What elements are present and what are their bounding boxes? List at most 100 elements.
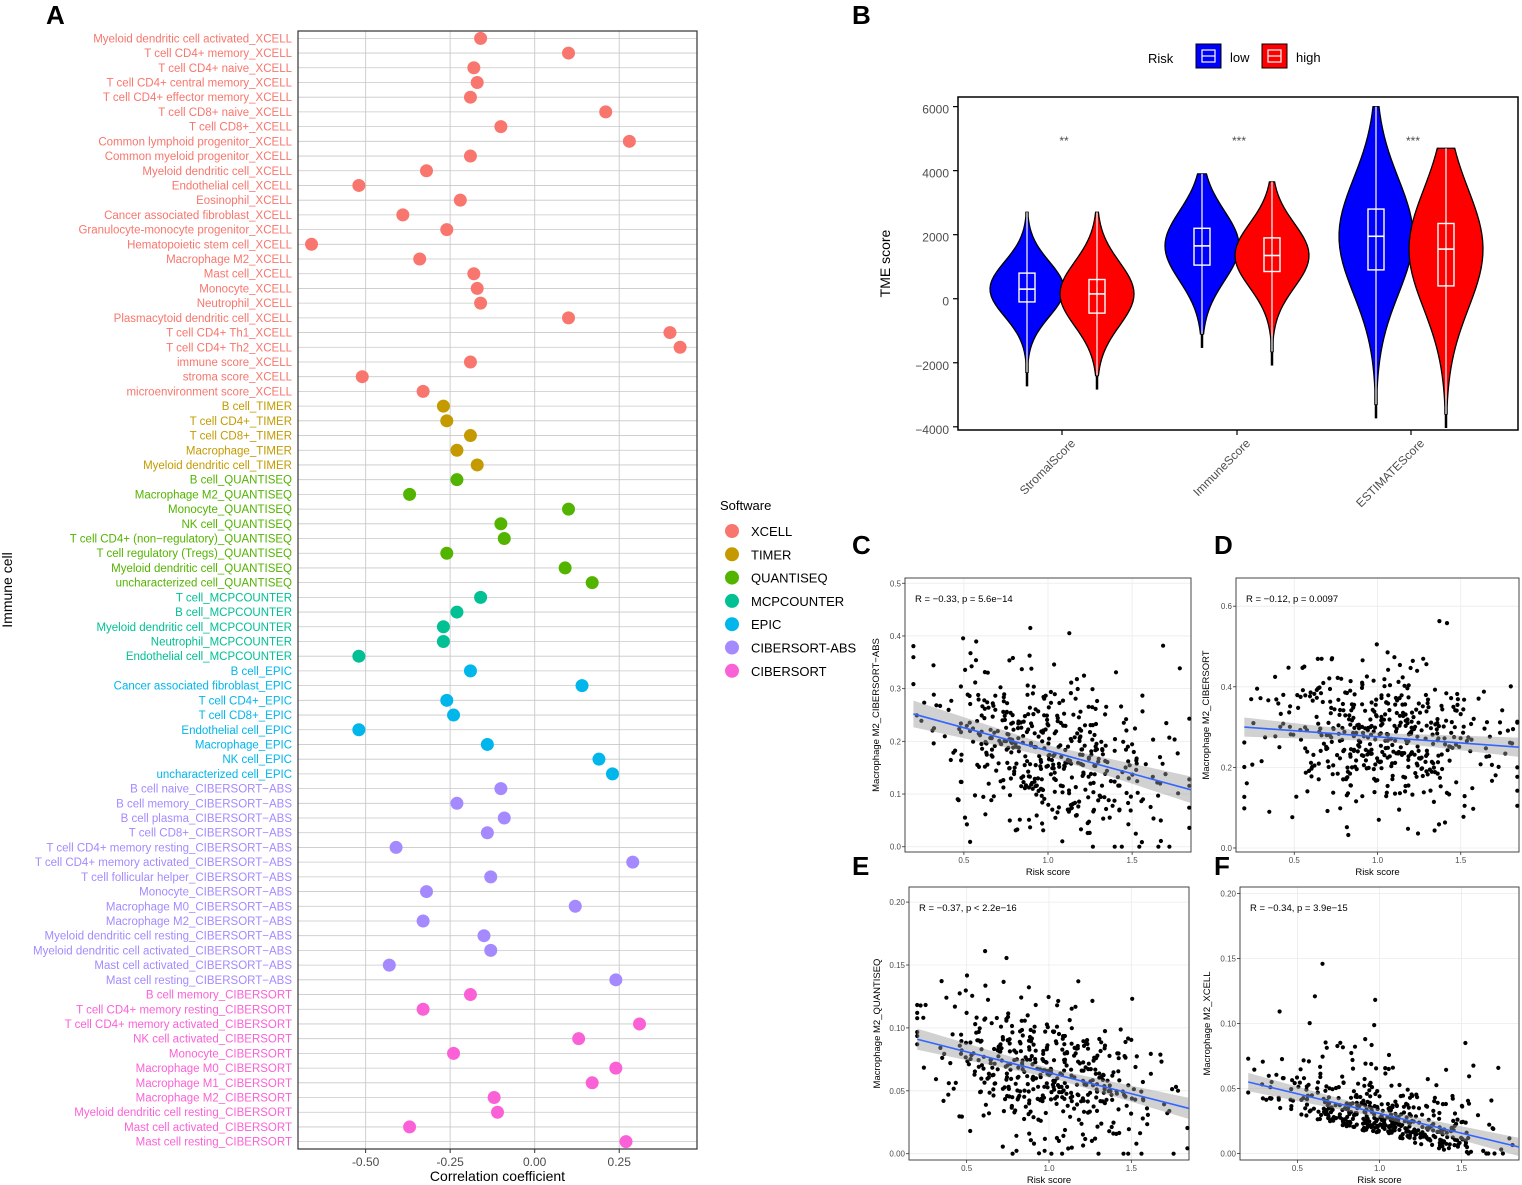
data-point [995,729,1000,734]
data-point [1327,1086,1332,1091]
data-point [1045,721,1050,727]
y-tick-label: 0.00 [1220,1150,1236,1159]
plot-border [957,96,1519,431]
data-point [1443,1101,1448,1107]
data-point [1123,1055,1128,1060]
data-point [986,1111,992,1116]
data-point [1075,686,1080,692]
data-point [1345,775,1350,780]
data-point [1077,735,1082,741]
data-point [989,798,994,803]
data-point [1377,760,1382,765]
data-point [1416,1106,1422,1111]
point-myeloid-dendritic-cell-activated-cibersort-abs [484,943,498,957]
significance-immunescore: *** [1232,134,1246,148]
data-point [1019,784,1024,789]
data-point [1112,748,1117,753]
data-point [1019,725,1024,730]
data-point [1055,810,1060,815]
data-point [1330,772,1335,777]
data-point [1148,1051,1153,1056]
data-point [1349,718,1355,723]
data-point [992,730,997,735]
data-point [1040,739,1045,744]
data-point [1405,717,1410,722]
data-point [1088,771,1094,777]
data-point [1410,658,1415,664]
point-uncharacterized-cell-quantiseq [585,576,599,590]
data-point [1312,763,1317,768]
data-point [957,1114,962,1119]
data-point [977,1026,982,1031]
data-point [1343,1122,1348,1127]
data-point [1276,701,1281,706]
data-point [1116,1056,1121,1061]
data-point [1167,735,1172,740]
data-point [1393,738,1398,743]
data-point [1076,760,1081,765]
data-point [1419,1142,1424,1147]
significance-stromalscore: ** [1059,134,1069,148]
data-point [1023,1055,1028,1060]
x-tick-label: 1.0 [1372,856,1384,865]
data-point [1404,1126,1409,1131]
data-point [1107,1083,1112,1088]
data-point [1445,1135,1450,1140]
data-point [1413,771,1418,776]
data-point [1134,758,1139,763]
data-point [991,1087,996,1092]
data-point [1379,693,1384,698]
data-point [1029,724,1035,729]
data-point [1048,1066,1053,1071]
data-point [1347,713,1352,718]
data-point [1390,773,1395,778]
data-point [1321,741,1326,746]
data-point [1372,1121,1377,1126]
data-point [1069,775,1074,780]
data-point [1403,789,1408,794]
data-point [1363,1061,1368,1066]
data-point [1442,820,1448,825]
data-point [1466,735,1471,740]
data-point [1093,1067,1098,1072]
data-point [1037,754,1042,759]
data-point [1316,686,1321,691]
data-point [1255,686,1260,691]
data-point [1051,762,1056,767]
data-point [1384,794,1389,799]
point-b-cell-epic [463,664,477,678]
data-point [1064,1063,1069,1068]
data-point [1349,1050,1354,1056]
data-point [1036,1151,1042,1156]
panel-a-legend: SoftwareXCELLTIMERQUANTISEQMCPCOUNTEREPI… [720,498,857,679]
data-point [1406,764,1411,770]
data-point [959,1039,964,1044]
data-point [1025,1013,1030,1018]
data-point [1350,1116,1355,1121]
data-point [1471,1063,1476,1068]
data-point [1007,658,1012,663]
data-point [1348,752,1353,757]
y-tick-label-t-cell-cd4-non-regulatory-quantiseq: T cell CD4+ (non−regulatory)_QUANTISEQ [70,534,292,546]
point-myeloid-dendritic-cell-xcell [419,164,433,178]
y-tick-label: 0.10 [1220,1020,1236,1029]
data-point [1017,1093,1022,1098]
panel-a-dotplot: Myeloid dendritic cell activated_XCELLT … [0,30,698,1184]
data-point [957,991,962,996]
data-point [1139,1151,1144,1156]
data-point [1319,733,1324,738]
point-b-cell-quantiseq [450,473,464,487]
data-point [1363,708,1368,713]
data-point [1093,1136,1098,1141]
data-point [1025,759,1030,764]
data-point [1031,1141,1037,1146]
data-point [1005,1093,1010,1099]
data-point [1309,766,1314,771]
data-point [1318,748,1323,754]
data-point [1185,1146,1190,1151]
data-point [1415,1095,1420,1100]
data-point [1298,737,1304,742]
data-point [1087,830,1092,836]
point-macrophage-m2-xcell [413,252,427,266]
